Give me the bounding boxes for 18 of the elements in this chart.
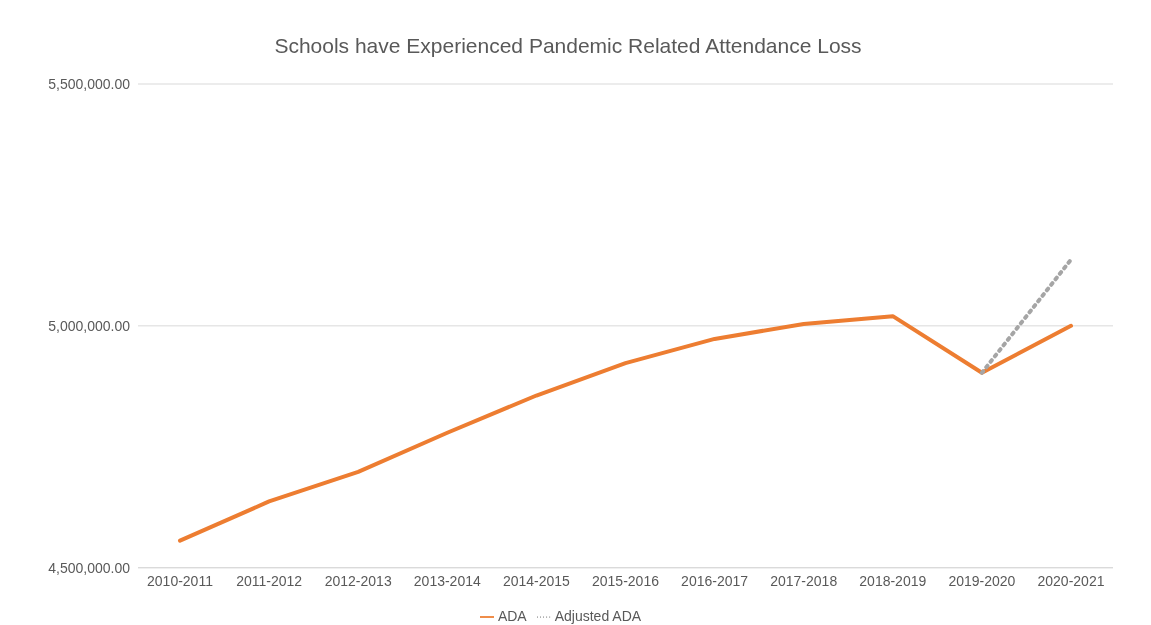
x-tick-label: 2012-2013 xyxy=(324,572,392,589)
x-tick-label: 2010-2011 xyxy=(147,572,214,589)
y-tick-label: 4,500,000.00 xyxy=(48,559,131,576)
x-tick-label: 2020-2021 xyxy=(1037,572,1105,589)
x-tick-label: 2015-2016 xyxy=(592,572,660,589)
x-tick-label: 2014-2015 xyxy=(502,572,571,589)
y-tick-label: 5,000,000.00 xyxy=(48,317,131,334)
y-tick-label: 5,500,000.00 xyxy=(48,75,131,92)
x-tick-label: 2018-2019 xyxy=(859,572,927,589)
legend-label: ADA xyxy=(497,607,527,624)
x-tick-label: 2017-2018 xyxy=(770,572,838,589)
legend-label: Adjusted ADA xyxy=(554,607,642,624)
x-tick-label: 2016-2017 xyxy=(681,572,749,589)
x-tick-label: 2013-2014 xyxy=(413,572,481,589)
x-tick-label: 2011-2012 xyxy=(236,572,303,589)
line-series xyxy=(178,314,1073,543)
x-tick-label: 2019-2020 xyxy=(948,572,1016,589)
chart-title: Schools have Experienced Pandemic Related Attendance Loss xyxy=(273,33,863,59)
